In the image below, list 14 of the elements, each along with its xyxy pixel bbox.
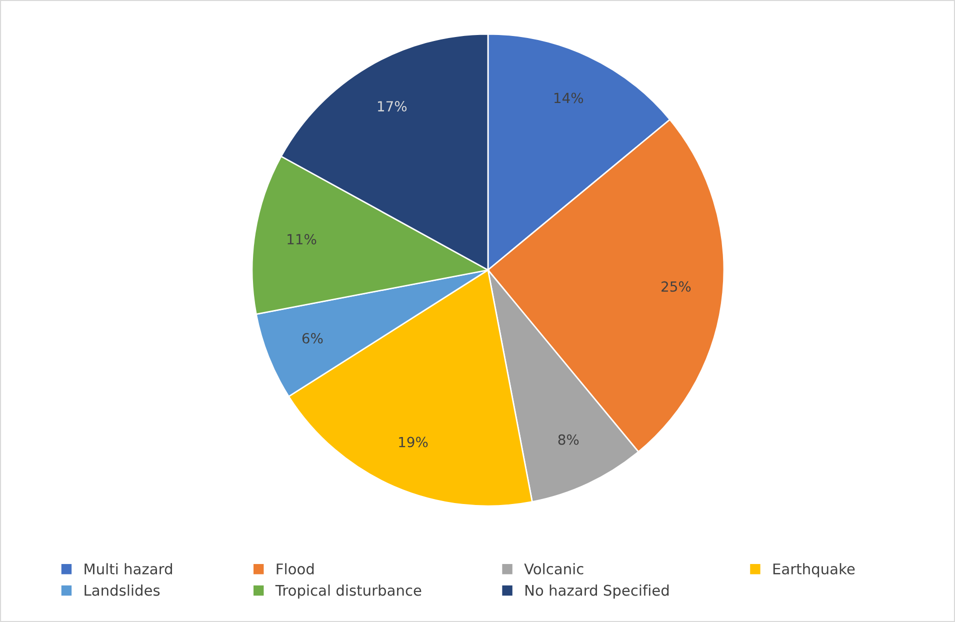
legend-label: Earthquake — [773, 563, 855, 578]
data-label: 14% — [554, 92, 584, 104]
data-label: 17% — [378, 101, 407, 112]
data-label: 11% — [288, 234, 316, 244]
legend-label: Multi hazard — [84, 563, 172, 574]
legend-label: Flood — [276, 563, 314, 574]
legend-label: Volcanic — [524, 563, 584, 574]
data-label: 19% — [399, 436, 428, 448]
legend-label: Tropical disturbance — [275, 584, 422, 599]
data-label: 6% — [302, 333, 323, 344]
legend-label: No hazard Specified — [525, 584, 669, 599]
data-label: 8% — [558, 434, 579, 445]
legend-label: Landslides — [84, 584, 160, 596]
data-label: 25% — [662, 281, 691, 292]
